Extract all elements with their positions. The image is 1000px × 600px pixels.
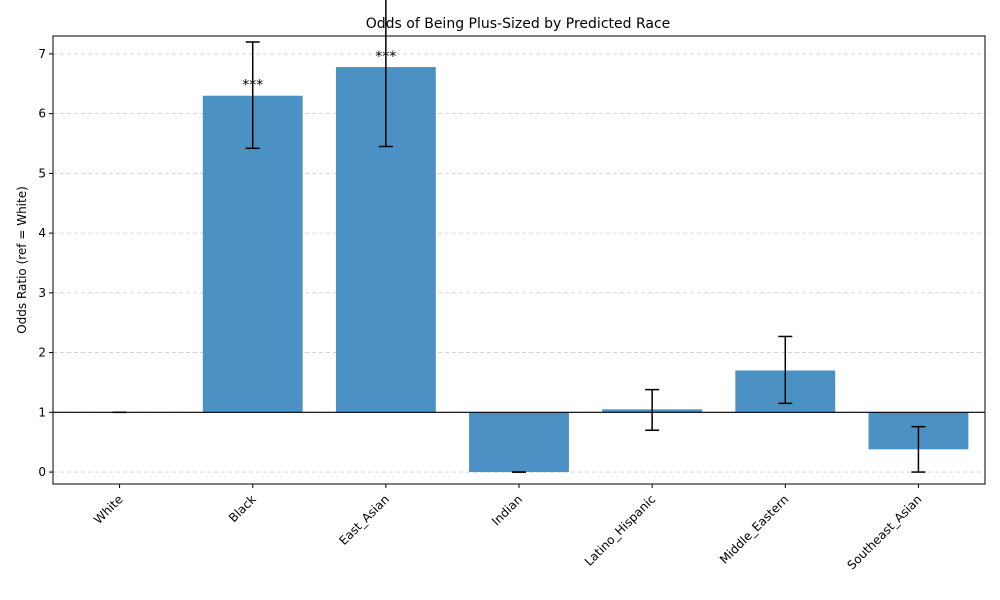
y-tick-label: 7: [38, 47, 46, 61]
chart-title: Odds of Being Plus-Sized by Predicted Ra…: [366, 16, 671, 32]
x-tick-label: White: [91, 492, 126, 527]
y-axis-label: Odds Ratio (ref = White): [15, 186, 29, 334]
y-tick-label: 1: [38, 405, 46, 419]
x-tick-label: Black: [226, 492, 259, 525]
error-bars: [112, 0, 926, 473]
significance-labels: *** ***: [242, 49, 396, 94]
y-tick-label: 3: [38, 286, 46, 300]
y-tick-label: 2: [38, 346, 46, 360]
gridlines: [53, 53, 985, 473]
x-tick-label: East_Asian: [336, 492, 392, 548]
y-tick-label: 5: [38, 166, 46, 180]
significance-label: ***: [375, 49, 396, 65]
x-tick-label: Indian: [489, 492, 525, 528]
significance-label: ***: [242, 78, 263, 94]
y-tick-label: 6: [38, 107, 46, 121]
bar: [469, 412, 569, 473]
x-tick-label: Southeast_Asian: [844, 492, 924, 572]
y-tick-label: 0: [38, 465, 46, 479]
bars: [202, 67, 969, 473]
x-tick-label: Middle_Eastern: [717, 492, 791, 566]
x-tick-label: Latino_Hispanic: [582, 492, 658, 568]
y-tick-label: 4: [38, 226, 46, 240]
x-axis: White Black East_Asian Indian Latino_Hispani…: [91, 484, 925, 572]
y-axis: 0 1 2 3 4 5 6 7: [38, 47, 53, 479]
